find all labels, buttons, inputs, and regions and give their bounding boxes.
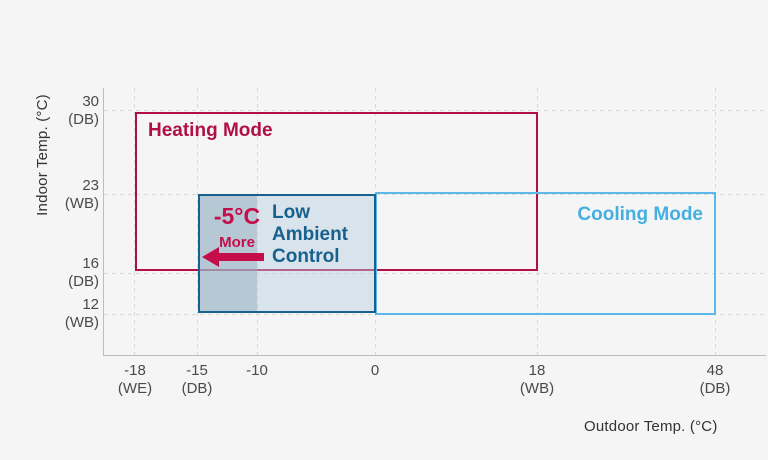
x-tick-minus18: -18 (WE) <box>90 362 180 398</box>
left-arrow-head <box>202 247 219 267</box>
heating-mode-region <box>135 112 538 271</box>
x-tick-0: 0 <box>330 362 420 380</box>
y-tick-unit: (WB) <box>64 314 99 331</box>
gridline-vertical <box>197 88 198 355</box>
x-tick-unit: (DB) <box>699 380 731 397</box>
x-tick-value: -15 <box>186 362 208 379</box>
x-tick-minus15: -15 (DB) <box>152 362 242 398</box>
x-tick-value: -18 <box>124 362 146 379</box>
gridline-vertical <box>134 88 135 355</box>
y-axis-line <box>103 88 104 355</box>
cooling-mode-region <box>375 192 716 315</box>
low-ambient-label-line1: Low <box>272 202 310 223</box>
x-tick-48: 48 (DB) <box>670 362 760 398</box>
y-tick-value: 12 <box>82 296 99 313</box>
x-tick-unit: (DB) <box>181 380 213 397</box>
low-ambient-label-line3: Control <box>272 246 340 267</box>
x-tick-value: 48 <box>706 362 724 379</box>
x-tick-18: 18 (WB) <box>492 362 582 398</box>
heating-mode-label: Heating Mode <box>148 120 273 141</box>
y-tick-30db: 30 (DB) <box>19 93 99 129</box>
delta-more-label: More <box>219 234 255 251</box>
y-tick-unit: (WB) <box>64 195 99 212</box>
y-tick-23wb: 23 (WB) <box>19 177 99 213</box>
x-tick-value: 18 <box>528 362 546 379</box>
left-arrow-shaft <box>218 253 264 261</box>
x-axis-line <box>103 355 766 356</box>
x-tick-value: -10 <box>246 362 268 379</box>
y-tick-value: 23 <box>82 177 99 194</box>
y-tick-12wb: 12 (WB) <box>19 296 99 332</box>
low-ambient-label-line2: Ambient <box>272 224 348 245</box>
gridline-horizontal <box>104 110 766 111</box>
y-tick-16db: 16 (DB) <box>19 255 99 291</box>
gridline-horizontal <box>104 273 766 274</box>
x-axis-title: Outdoor Temp. (°C) <box>584 418 718 435</box>
x-tick-unit: (WE) <box>117 380 153 397</box>
cooling-mode-label: Cooling Mode <box>577 204 703 225</box>
gridline-horizontal <box>104 194 766 195</box>
delta-temp-label: -5°C <box>213 203 261 229</box>
y-tick-value: 30 <box>82 93 99 110</box>
x-tick-value: 0 <box>370 362 380 379</box>
x-tick-unit: (WB) <box>519 380 555 397</box>
x-tick-minus10: -10 <box>212 362 302 380</box>
y-tick-unit: (DB) <box>68 111 99 128</box>
y-tick-unit: (DB) <box>68 273 99 290</box>
left-arrow-icon <box>202 247 264 267</box>
gridline-vertical <box>257 88 258 355</box>
low-ambient-control-label: Low Ambient Control <box>272 202 348 268</box>
y-tick-value: 16 <box>82 255 99 272</box>
low-ambient-control-region: -5°C More Low Ambient Control <box>198 194 376 313</box>
